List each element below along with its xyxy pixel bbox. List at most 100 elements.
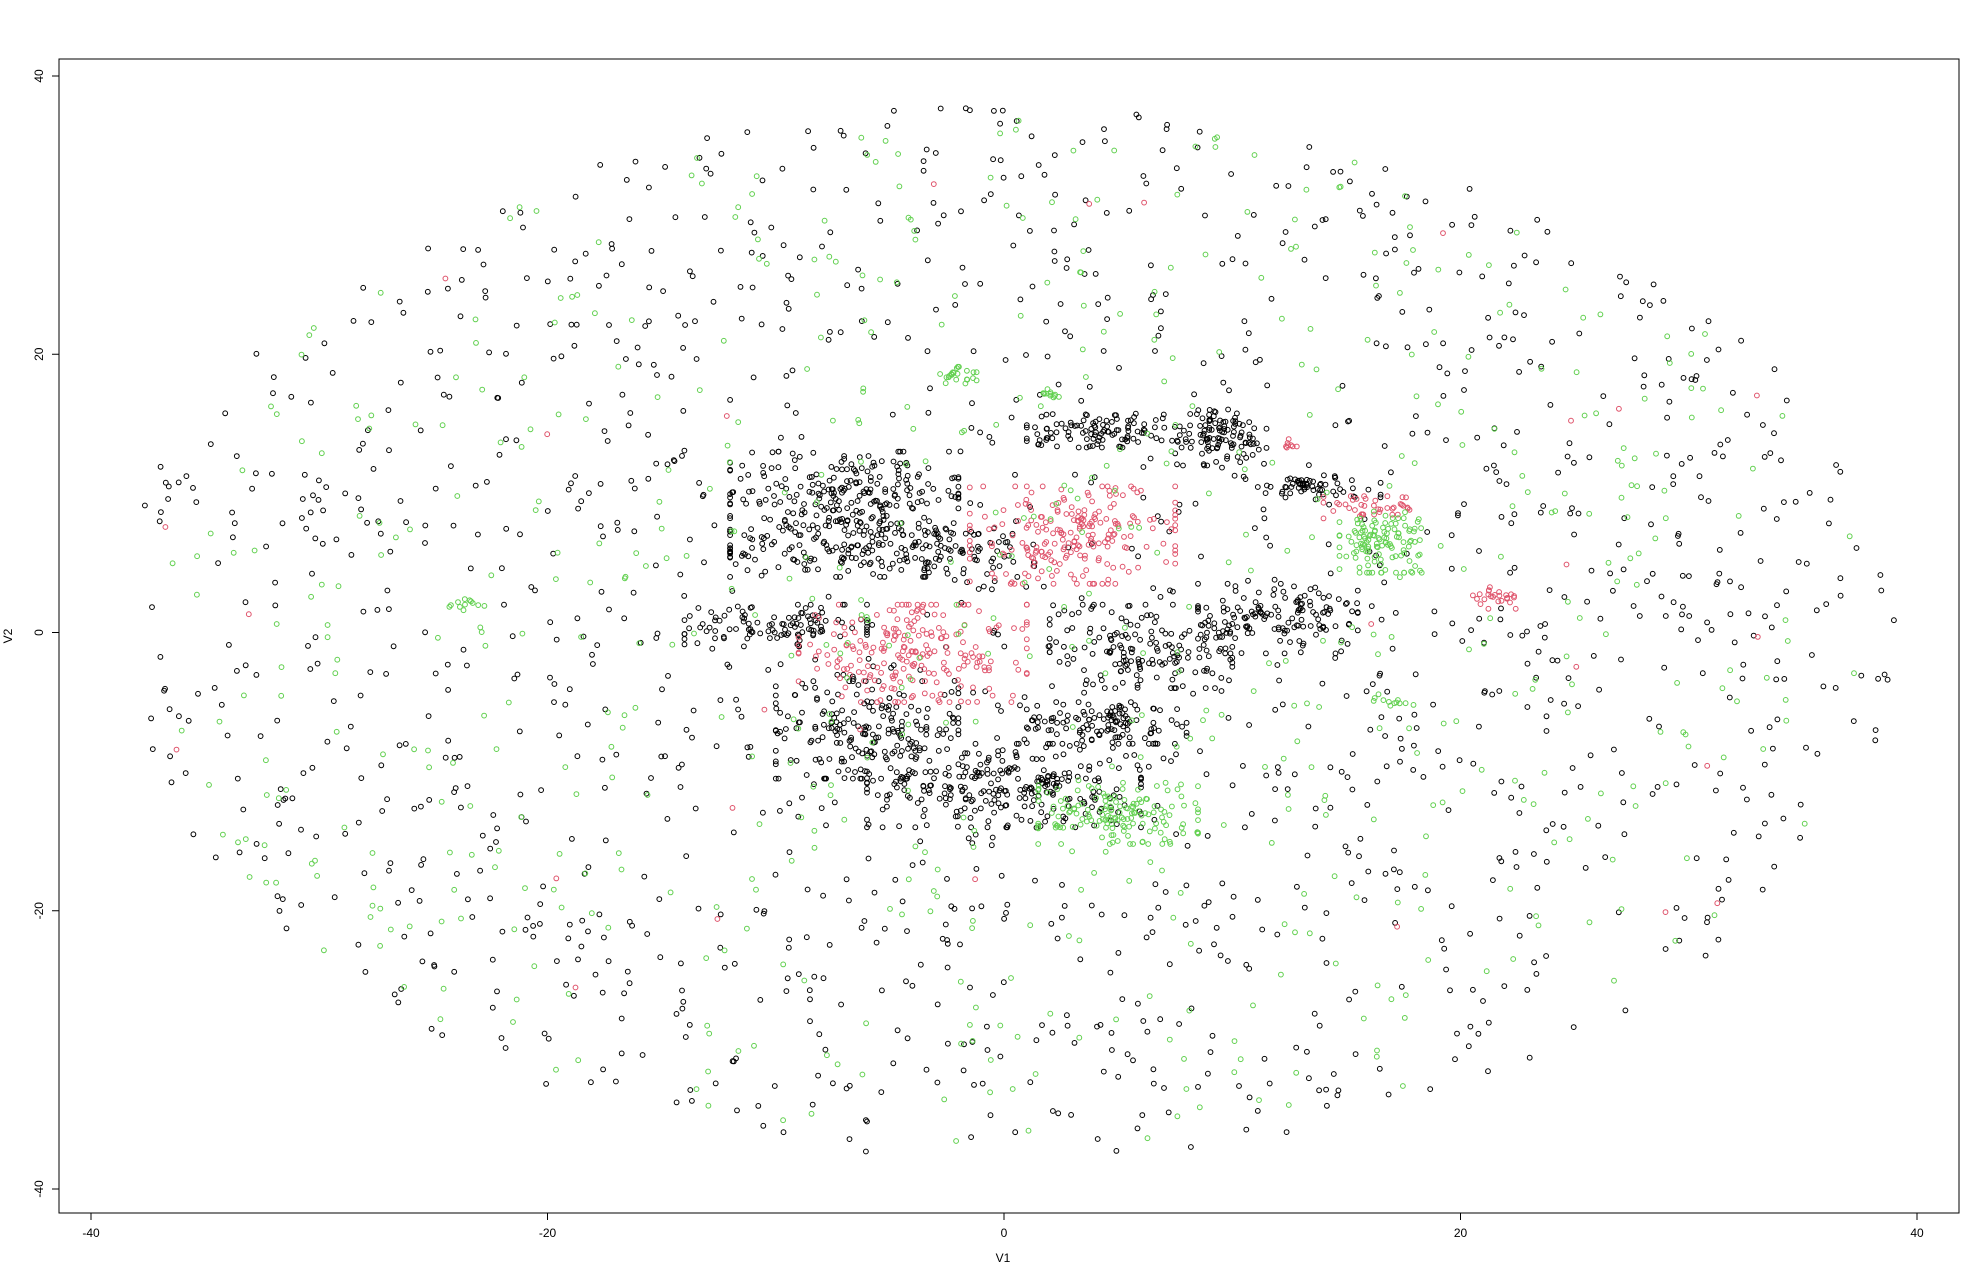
data-point-series-3 (376, 520, 383, 526)
data-point-series-1 (859, 750, 866, 757)
data-point-series-3 (1220, 822, 1227, 828)
data-point-series-1 (1145, 763, 1152, 770)
data-point-series-1 (1051, 152, 1058, 159)
data-point-series-3 (1664, 333, 1671, 340)
data-point-series-3 (1166, 812, 1173, 818)
data-point-series-3 (877, 276, 883, 283)
data-point-series-1 (1051, 227, 1057, 234)
data-point-series-3 (813, 499, 820, 506)
data-point-series-3 (1373, 1053, 1380, 1060)
data-point-series-1 (1198, 553, 1204, 560)
data-point-series-1 (1303, 164, 1310, 171)
data-point-series-1 (756, 501, 763, 507)
data-point-series-1 (947, 555, 953, 562)
data-point-series-1 (995, 702, 1001, 709)
data-point-series-1 (1720, 453, 1726, 460)
data-point-series-3 (814, 291, 820, 298)
data-point-series-3 (1088, 785, 1095, 792)
data-point-series-3 (1166, 1036, 1173, 1043)
data-point-series-1 (1330, 488, 1337, 495)
data-point-series-1 (1200, 432, 1206, 439)
data-point-series-3 (1151, 288, 1158, 295)
data-point-series-1 (385, 407, 392, 414)
data-point-series-1 (1425, 887, 1431, 894)
data-point-series-1 (1003, 910, 1009, 916)
data-point-series-1 (769, 621, 775, 627)
data-point-series-1 (1100, 428, 1106, 435)
data-point-series-3 (1498, 553, 1504, 560)
data-point-series-1 (975, 543, 981, 550)
data-point-series-3 (299, 438, 305, 445)
data-point-series-1 (747, 604, 754, 611)
data-point-series-1 (816, 756, 823, 762)
data-point-series-1 (1320, 624, 1326, 631)
data-point-series-1 (899, 748, 905, 754)
data-point-series-1 (1039, 756, 1046, 762)
data-point-series-3 (970, 369, 977, 376)
data-point-series-1 (1094, 1023, 1100, 1030)
data-point-series-3 (1130, 841, 1136, 847)
data-point-series-1 (1048, 718, 1055, 724)
data-point-series-1 (945, 764, 952, 771)
data-point-series-1 (955, 475, 962, 482)
data-point-series-2 (973, 664, 980, 670)
data-point-series-1 (1187, 444, 1194, 451)
data-point-series-1 (1078, 595, 1085, 601)
data-point-series-3 (973, 377, 980, 384)
data-point-series-2 (989, 570, 995, 577)
data-point-series-1 (789, 367, 796, 374)
data-point-series-3 (992, 509, 999, 516)
data-point-series-1 (757, 630, 764, 637)
data-point-series-3 (380, 751, 386, 758)
data-point-series-1 (926, 790, 933, 796)
data-point-series-1 (1102, 138, 1108, 145)
data-point-series-2 (1105, 531, 1112, 538)
data-point-series-1 (1135, 553, 1141, 560)
data-point-series-1 (867, 474, 874, 481)
data-point-series-3 (310, 325, 317, 331)
data-point-series-1 (811, 973, 818, 980)
data-point-series-1 (1376, 1065, 1383, 1072)
data-point-series-3 (1174, 786, 1181, 793)
data-point-series-2 (1048, 557, 1055, 564)
data-point-series-1 (1496, 478, 1503, 484)
data-point-series-1 (1023, 438, 1030, 445)
data-point-series-3 (1052, 821, 1059, 827)
data-point-series-1 (215, 560, 222, 566)
data-point-series-2 (1320, 494, 1327, 500)
data-point-series-1 (864, 779, 870, 786)
data-point-series-1 (1307, 598, 1313, 605)
data-point-series-3 (1374, 1047, 1380, 1054)
data-point-series-1 (1195, 635, 1201, 642)
data-point-series-1 (1673, 905, 1680, 911)
data-point-series-1 (717, 944, 724, 951)
data-point-series-3 (278, 664, 285, 670)
data-point-series-2 (986, 526, 992, 533)
data-point-series-3 (1413, 393, 1420, 400)
data-point-series-3 (1120, 822, 1127, 829)
data-point-series-1 (1134, 622, 1141, 629)
data-point-series-1 (599, 989, 606, 996)
data-point-series-1 (1311, 1010, 1318, 1017)
data-point-series-1 (807, 996, 813, 1003)
data-point-series-2 (1081, 555, 1088, 562)
data-point-series-1 (812, 725, 819, 732)
data-point-series-1 (1338, 648, 1344, 655)
data-point-series-1 (1238, 443, 1245, 450)
data-point-series-1 (1213, 924, 1220, 931)
data-point-series-1 (642, 323, 649, 329)
data-point-series-1 (991, 797, 998, 803)
data-point-series-3 (1688, 351, 1695, 357)
data-point-series-1 (498, 1035, 505, 1041)
data-point-series-1 (299, 496, 306, 502)
data-point-series-2 (1320, 499, 1327, 506)
data-point-series-1 (909, 505, 915, 511)
data-point-series-1 (1546, 587, 1553, 593)
data-point-series-1 (1229, 644, 1236, 650)
data-point-series-1 (1143, 934, 1150, 941)
data-point-series-1 (511, 675, 518, 682)
data-point-series-2 (974, 699, 980, 705)
data-point-series-3 (893, 279, 900, 286)
data-point-series-1 (711, 522, 718, 529)
data-point-series-1 (671, 458, 678, 465)
